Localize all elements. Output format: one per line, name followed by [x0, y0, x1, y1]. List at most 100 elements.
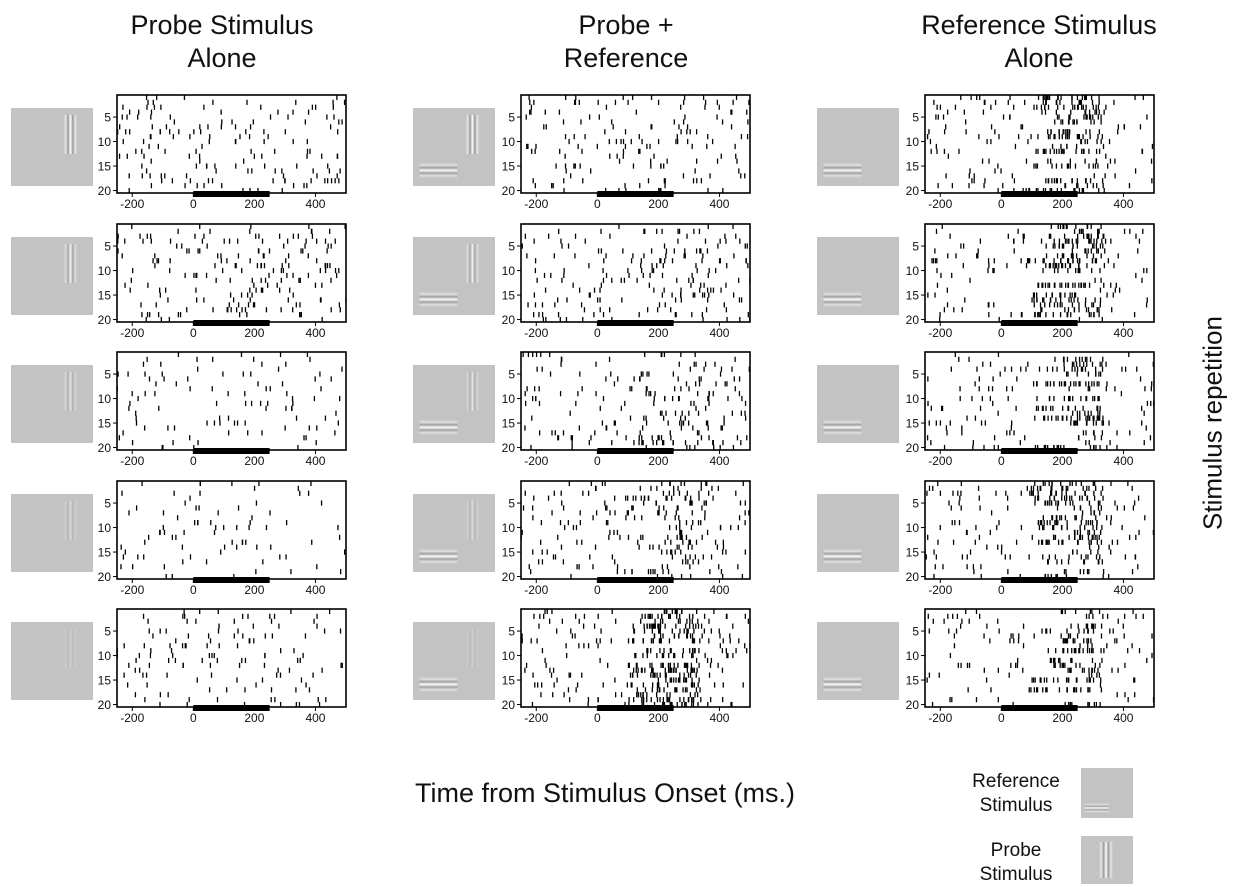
y-tick-label: 5 [104, 111, 111, 125]
x-tick-label: 400 [709, 197, 729, 211]
x-tick-label: 200 [1052, 711, 1072, 725]
y-tick-label: 20 [502, 570, 516, 584]
x-tick-label: 200 [244, 197, 264, 211]
stimulus-thumbnail [413, 237, 495, 315]
reference-grating [419, 676, 458, 693]
probe-grating [465, 629, 480, 669]
y-tick-label: 5 [508, 625, 515, 639]
x-tick-label: -200 [524, 711, 548, 725]
x-tick-label: 200 [648, 711, 668, 725]
probe-grating [465, 501, 480, 541]
y-tick-label: 5 [104, 368, 111, 382]
reference-grating [823, 548, 862, 565]
probe-grating [63, 244, 78, 284]
y-tick-label: 10 [98, 649, 112, 663]
raster-panel: 5 10 15 20 -200 0 200 400 [906, 223, 1155, 340]
y-tick-label: 15 [98, 289, 112, 303]
x-tick-label: -200 [524, 326, 548, 340]
stimulus-thumbnail [11, 494, 93, 572]
x-tick-label: 0 [190, 454, 197, 468]
raster-panel: 5 10 15 20 -200 0 200 400 [906, 480, 1155, 597]
x-tick-label: -200 [928, 197, 952, 211]
x-tick-label: 0 [998, 326, 1005, 340]
raster-frame [924, 223, 1155, 323]
x-tick-label: 400 [709, 454, 729, 468]
stimulus-thumbnail [817, 622, 899, 700]
x-tick-label: 0 [998, 197, 1005, 211]
y-tick-label: 5 [104, 497, 111, 511]
y-tick-label: 20 [98, 313, 112, 327]
y-tick-label: 20 [98, 441, 112, 455]
raster-frame [116, 480, 347, 580]
reference-grating [419, 162, 458, 179]
x-tick-label: 0 [594, 454, 601, 468]
stimulus-period-bar [1001, 191, 1078, 197]
stimulus-period-bar [597, 191, 674, 197]
y-tick-label: 20 [502, 698, 516, 712]
raster-frame [520, 94, 751, 194]
stimulus-period-bar [193, 577, 270, 583]
reference-grating [419, 548, 458, 565]
y-tick-label: 20 [906, 184, 920, 198]
probe-grating [63, 115, 78, 155]
y-tick-label: 15 [98, 546, 112, 560]
probe-grating [63, 501, 78, 541]
x-tick-label: 200 [1052, 454, 1072, 468]
y-tick-label: 10 [502, 135, 516, 149]
stimulus-period-bar [193, 191, 270, 197]
x-tick-label: 0 [594, 197, 601, 211]
y-tick-label: 10 [502, 649, 516, 663]
x-tick-label: 0 [190, 197, 197, 211]
stimulus-thumbnail [413, 108, 495, 186]
x-tick-label: 200 [244, 583, 264, 597]
raster-frame [116, 608, 347, 708]
x-tick-label: 400 [1113, 583, 1133, 597]
y-tick-label: 15 [502, 160, 516, 174]
column-title-line: Reference [563, 43, 689, 73]
y-tick-label: 20 [98, 570, 112, 584]
raster-panel: 5 10 15 20 -200 0 200 400 [502, 608, 751, 725]
x-axis-label: Time from Stimulus Onset (ms.) [415, 778, 796, 808]
x-tick-label: 400 [1113, 711, 1133, 725]
x-tick-label: 200 [244, 326, 264, 340]
x-tick-label: -200 [928, 583, 952, 597]
column-title-line: Probe Stimulus [130, 10, 314, 40]
x-tick-label: 200 [1052, 326, 1072, 340]
x-tick-label: 400 [709, 711, 729, 725]
reference-grating [823, 676, 862, 693]
stimulus-background [11, 365, 93, 443]
x-tick-label: 200 [1052, 197, 1072, 211]
y-tick-label: 15 [906, 289, 920, 303]
y-tick-label: 20 [906, 313, 920, 327]
y-tick-label: 5 [912, 240, 919, 254]
x-tick-label: 200 [648, 326, 668, 340]
x-tick-label: -200 [120, 326, 144, 340]
x-tick-label: -200 [524, 583, 548, 597]
x-tick-label: -200 [928, 711, 952, 725]
y-tick-label: 5 [912, 111, 919, 125]
x-tick-label: 200 [648, 583, 668, 597]
x-tick-label: 200 [244, 454, 264, 468]
column-title-probe-plus-reference: Probe + Reference [466, 9, 786, 75]
x-tick-label: -200 [120, 583, 144, 597]
y-tick-label: 15 [502, 546, 516, 560]
y-tick-label: 15 [98, 674, 112, 688]
raster-panel: 5 10 15 20 -200 0 200 400 [906, 94, 1155, 211]
y-tick-label: 20 [502, 313, 516, 327]
stimulus-thumbnail [11, 237, 93, 315]
y-tick-label: 10 [502, 392, 516, 406]
legend-label-line: Stimulus [979, 864, 1053, 885]
raster-panel: 5 10 15 20 -200 0 200 400 [98, 94, 347, 211]
y-tick-label: 15 [502, 417, 516, 431]
raster-frame [924, 608, 1155, 708]
y-tick-label: 5 [508, 368, 515, 382]
stimulus-period-bar [193, 705, 270, 711]
stimulus-period-bar [597, 320, 674, 326]
y-tick-label: 10 [98, 135, 112, 149]
x-tick-label: -200 [120, 197, 144, 211]
y-tick-label: 5 [104, 625, 111, 639]
raster-panel: 5 10 15 20 -200 0 200 400 [502, 94, 751, 211]
y-tick-label: 15 [906, 546, 920, 560]
raster-panel: 5 10 15 20 -200 0 200 400 [906, 608, 1155, 725]
